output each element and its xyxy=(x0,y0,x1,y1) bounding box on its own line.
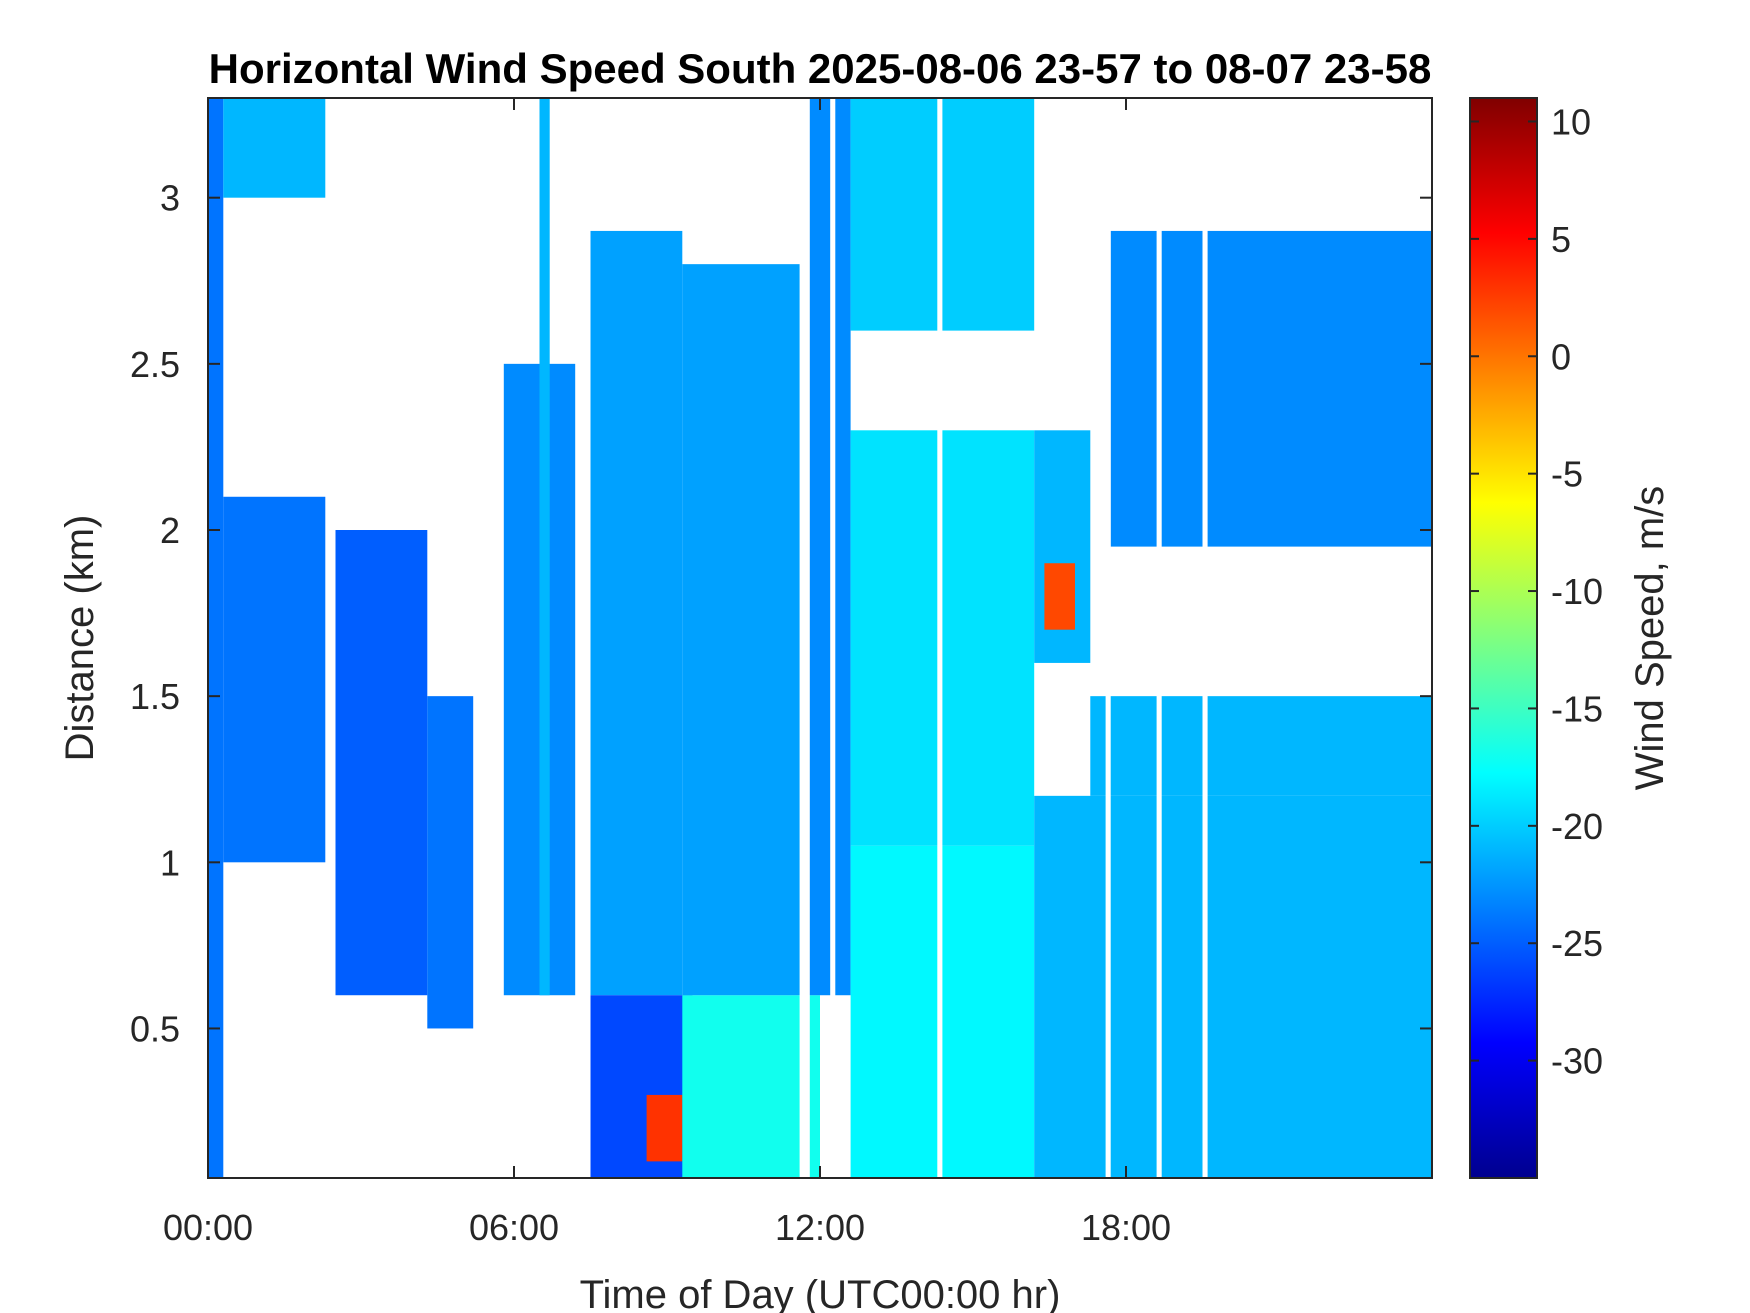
heatmap-cell xyxy=(1090,696,1432,796)
colorbar-tick-label: 10 xyxy=(1551,101,1591,142)
heatmap-cell xyxy=(682,995,820,1178)
data-gap xyxy=(1156,98,1162,1178)
colorbar-tick-label: -30 xyxy=(1551,1041,1603,1082)
heatmap-cells xyxy=(208,98,1432,1178)
data-gap xyxy=(1202,98,1208,1178)
colorbar-tick-label: -10 xyxy=(1551,571,1603,612)
chart-title: Horizontal Wind Speed South 2025-08-06 2… xyxy=(209,45,1432,92)
x-tick-label: 18:00 xyxy=(1081,1207,1171,1248)
heatmap-cell xyxy=(804,98,851,996)
data-gap xyxy=(937,98,943,1178)
colorbar-tick-label: -5 xyxy=(1551,454,1583,495)
data-gap xyxy=(830,98,836,1178)
data-gap xyxy=(1105,98,1111,1178)
colorbar-tick-label: 5 xyxy=(1551,219,1571,260)
x-tick-label: 00:00 xyxy=(163,1207,253,1248)
x-axis-label: Time of Day (UTC00:00 hr) xyxy=(580,1273,1061,1313)
data-gap xyxy=(799,98,810,1178)
colorbar-tick-label: 0 xyxy=(1551,336,1571,377)
y-tick-label: 1 xyxy=(160,842,180,883)
heatmap-cell xyxy=(208,98,224,1178)
colorbar-tick-label: -25 xyxy=(1551,923,1603,964)
x-tick-label: 06:00 xyxy=(469,1207,559,1248)
y-axis-label: Distance (km) xyxy=(58,515,102,762)
heatmap-cell xyxy=(1034,795,1432,1178)
heatmap-cell xyxy=(646,1094,683,1162)
colorbar-tick-label: -20 xyxy=(1551,806,1603,847)
heatmap-cell xyxy=(1110,230,1432,547)
heatmap-cell xyxy=(427,696,474,1029)
heatmap-cell xyxy=(223,496,326,863)
y-tick-label: 0.5 xyxy=(130,1008,180,1049)
x-axis: 00:00 06:00 12:00 18:00 xyxy=(163,98,1171,1248)
heatmap-cell xyxy=(539,98,550,996)
heatmap-cell xyxy=(1044,563,1075,630)
y-tick-label: 2.5 xyxy=(130,344,180,385)
colorbar-label: Wind Speed, m/s xyxy=(1628,486,1672,791)
heatmap-cell xyxy=(335,530,428,996)
y-tick-label: 1.5 xyxy=(130,676,180,717)
y-axis: 0.5 1 1.5 2 2.5 3 xyxy=(130,178,1432,1049)
heatmap-cell xyxy=(682,264,805,996)
y-tick-label: 2 xyxy=(160,510,180,551)
y-tick-label: 3 xyxy=(160,178,180,219)
colorbar-ticks: 10 5 0 -5 -10 -15 -20 -25 -30 xyxy=(1470,101,1603,1082)
colorbar-tick-label: -15 xyxy=(1551,688,1603,729)
x-tick-label: 12:00 xyxy=(775,1207,865,1248)
heatmap-cell xyxy=(223,98,326,198)
heatmap-cell xyxy=(590,230,683,996)
colorbar xyxy=(1469,97,1538,1179)
